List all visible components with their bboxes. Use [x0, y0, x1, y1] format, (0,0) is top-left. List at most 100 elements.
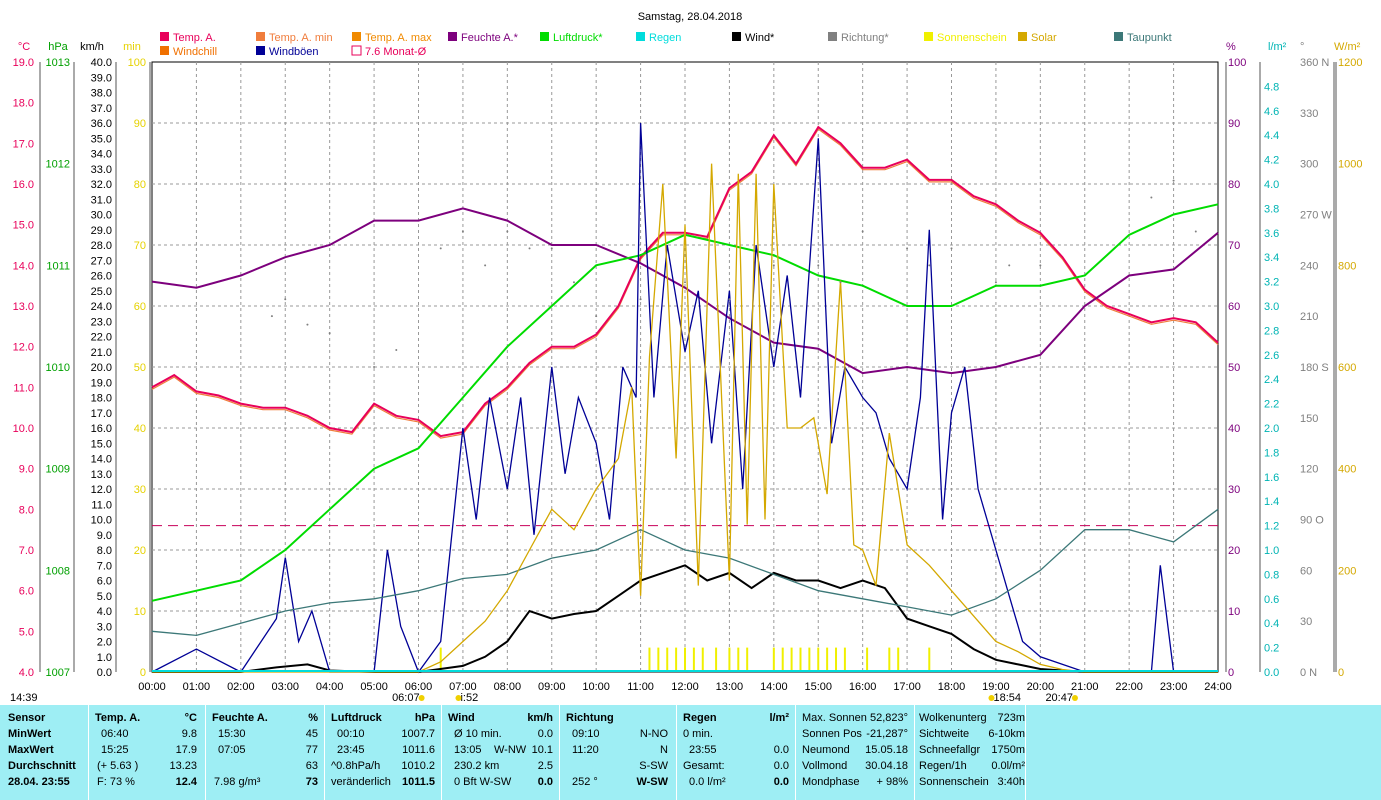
astro-column: Max. Sonnen 52,823° Sonnen Pos -21,287° Ne… [796, 705, 915, 800]
axis-tick-kmh-14: 26.0 [91, 271, 112, 283]
axis-tick-hpa-4: 1009 [46, 464, 70, 476]
axis-tick-wm2-0: 1200 [1338, 57, 1362, 69]
sun-marker-1: i:52 [460, 692, 478, 704]
axis-label-kmh: km/h [80, 41, 104, 53]
axis-tick-celsius-9: 10.0 [13, 423, 34, 435]
sun-marker-3: 20:47 [1045, 692, 1073, 704]
axis-tick-lm2-9: 3.0 [1264, 301, 1279, 313]
axis-tick-lm2-1: 4.6 [1264, 106, 1279, 118]
axis-tick-kmh-18: 22.0 [91, 332, 112, 344]
direction-point-10 [528, 247, 531, 250]
axis-tick-wm2-1: 1000 [1338, 159, 1362, 171]
axis-tick-kmh-4: 36.0 [91, 118, 112, 130]
wind-current-value: 0.0 [537, 776, 553, 788]
wind-day-avg: 2.5 [537, 760, 553, 772]
x-tick-5: 05:00 [360, 681, 388, 693]
axis-tick-percent-9: 10 [1228, 606, 1240, 618]
direction-degrees: 252 ° [572, 776, 598, 788]
axis-tick-celsius-13: 6.0 [19, 586, 34, 598]
axis-tick-lm2-10: 2.8 [1264, 325, 1279, 337]
temp-column: Temp. A. °C 06:40 9.8 15:25 17.9 (+ 5.63… [89, 705, 206, 800]
chart-axes: °C 19.0 18.0 17.0 16.0 15.0 14.0 13.0 12.0 11.0 10… [13, 41, 1363, 679]
axis-tick-celsius-5: 14.0 [13, 260, 34, 272]
rain-current-value: 0.0 [773, 776, 789, 788]
axis-tick-celsius-3: 16.0 [13, 179, 34, 191]
legend-label-11: Windchill [173, 46, 217, 58]
legend-label-0: Temp. A. [173, 32, 216, 44]
sensor-column: Sensor MinWert MaxWert Durchschnitt 28.0… [0, 705, 89, 800]
astro-label-5: Mondphase [802, 776, 860, 788]
temp-current-value: 12.4 [175, 776, 197, 788]
axis-tick-min-3: 70 [134, 240, 146, 252]
wind-max-time: 13:05 [454, 744, 482, 756]
direction-point-25 [1008, 264, 1011, 267]
legend-swatch-6 [732, 32, 741, 41]
axis-tick-kmh-31: 9.0 [97, 530, 112, 542]
sun-marker-dot-2 [988, 695, 995, 701]
direction-point-6 [439, 247, 442, 250]
axis-tick-kmh-34: 6.0 [97, 576, 112, 588]
axis-tick-kmh-25: 15.0 [91, 438, 112, 450]
direction-r1-time: 09:10 [572, 728, 600, 740]
astro-value-1: 52,823° [869, 712, 908, 724]
row-label-max: MaxWert [8, 744, 54, 756]
axis-tick-percent-7: 30 [1228, 484, 1240, 496]
x-tick-13: 13:00 [716, 681, 744, 693]
axis-tick-lm2-0: 4.8 [1264, 81, 1279, 93]
direction-point-2 [306, 323, 309, 326]
rain-duration: 0 min. [683, 728, 713, 740]
x-tick-4: 04:00 [316, 681, 344, 693]
direction-point-11 [550, 247, 553, 250]
temp-header: Temp. A. [95, 712, 141, 724]
x-tick-12: 12:00 [671, 681, 699, 693]
axis-tick-kmh-3: 37.0 [91, 103, 112, 115]
pressure-tendency: veränderlich [331, 776, 391, 788]
axis-tick-lm2-19: 1.0 [1264, 545, 1279, 557]
wind-unit: km/h [527, 712, 553, 724]
misc-column: Wolkenunterg 723m Sichtweite 6-10km Schnee… [915, 705, 1026, 800]
axis-tick-wm2-3: 600 [1338, 362, 1356, 374]
astro-label-3: Neumond [802, 744, 850, 756]
axis-tick-kmh-38: 2.0 [97, 637, 112, 649]
axis-tick-lm2-4: 4.0 [1264, 179, 1279, 191]
legend-label-1: Temp. A. min [269, 32, 333, 44]
wind-beaufort: 0 Bft W-SW [454, 776, 512, 788]
weather-chart: Samstag, 28.04.2018 Temp. A. Temp. A. min… [10, 11, 1363, 704]
astro-label-1: Max. Sonnen [802, 712, 867, 724]
axis-tick-degree-2: 300 [1300, 159, 1318, 171]
axis-tick-kmh-13: 27.0 [91, 255, 112, 267]
axis-tick-kmh-2: 38.0 [91, 88, 112, 100]
axis-tick-percent-1: 90 [1228, 118, 1240, 130]
legend-swatch-9 [1018, 32, 1027, 41]
astro-value-3: 15.05.18 [865, 744, 908, 756]
humidity-min-value: 45 [305, 728, 318, 740]
rain-column: Regen l/m² 0 min. 23:55 0.0 Gesamt: 0.0 … [677, 705, 796, 800]
axis-label-min: min [123, 41, 141, 53]
sun-marker-dot-1 [455, 695, 462, 701]
pressure-column: Luftdruck hPa 00:10 1007.7 23:45 1011.6 … [325, 705, 442, 800]
humidity-header: Feuchte A. [212, 712, 268, 724]
legend-label-6: Wind* [745, 32, 775, 44]
legend-swatch-1 [256, 32, 265, 41]
sensor-header: Sensor [8, 712, 46, 724]
direction-r2-time: 11:20 [572, 744, 599, 756]
misc-value-2: 6-10km [988, 728, 1025, 740]
axis-tick-min-6: 40 [134, 423, 146, 435]
rain-last-value: 0.0 [773, 744, 789, 756]
x-axis: 00:00 01:00 02:00 03:00 04:00 05:00 06:00 07:00… [10, 681, 1232, 704]
axis-tick-lm2-2: 4.4 [1264, 130, 1279, 142]
axis-tick-min-1: 90 [134, 118, 146, 130]
axis-tick-kmh-29: 11.0 [91, 499, 112, 511]
stats-footer: Sensor MinWert MaxWert Durchschnitt 28.0… [0, 705, 1381, 800]
axis-tick-min-9: 10 [134, 606, 146, 618]
direction-point-21 [906, 247, 909, 250]
sun-marker-dot-0 [418, 695, 425, 701]
pressure-min-value: 1007.7 [401, 728, 435, 740]
axis-tick-degree-10: 60 [1300, 565, 1312, 577]
direction-point-0 [270, 315, 273, 318]
axis-tick-lm2-7: 3.4 [1264, 252, 1279, 264]
axis-tick-kmh-1: 39.0 [91, 72, 112, 84]
direction-point-20 [861, 230, 864, 233]
humidity-max-time: 07:05 [218, 744, 246, 756]
pressure-trend: ^0.8hPa/h [331, 760, 381, 772]
